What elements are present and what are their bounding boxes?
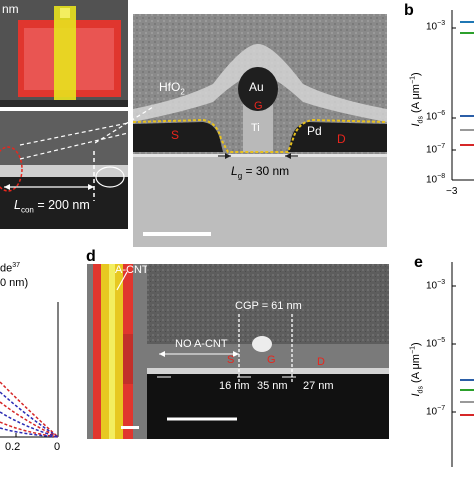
dim-35nm-label: 35 nm xyxy=(257,380,288,392)
panel-b-plot: 10−3 10−6 10−7 10−8 −3 Ids (A μm−1) xyxy=(400,0,474,200)
panel-c-legend-line1: de37 xyxy=(0,262,21,275)
panel-d-colored-inset: A-CNT xyxy=(87,264,147,439)
panel-c-plot: de37 0 nm) 0.2 0 xyxy=(0,262,70,474)
panel-c-curve-4 xyxy=(0,411,59,438)
panel-b-tick-4: 10−8 xyxy=(426,173,446,186)
inset-false-color-overlay xyxy=(0,0,128,107)
tem-cross-section-drawing xyxy=(133,14,387,247)
panel-c-curve-6 xyxy=(0,427,59,438)
lcon-label: Lcon = 200 nm xyxy=(14,198,90,215)
inset-scale-text: nm xyxy=(2,2,19,16)
panel-e-letter: e xyxy=(414,254,423,271)
panel-b-tick-2: 10−6 xyxy=(426,110,446,123)
panel-d-letter: d xyxy=(86,248,96,265)
panel-c-legend-line2: 0 nm) xyxy=(0,277,29,289)
pd-label: Pd xyxy=(307,124,322,138)
panel-e-tick-1: 10−3 xyxy=(426,279,446,292)
panel-d-gate-label: G xyxy=(267,354,276,366)
panel-c-x-tick-2: 0 xyxy=(54,441,61,453)
cgp-label: CGP = 61 nm xyxy=(235,300,302,312)
panel-b-ylabel: Ids (A μm−1) xyxy=(409,72,425,127)
panel-a-wide-sem-image: Lcon = 200 nm xyxy=(0,111,128,229)
lcon-value: = 200 nm xyxy=(33,198,90,212)
panel-c-curve-3 xyxy=(0,401,59,438)
panel-b-tick-1: 10−3 xyxy=(426,20,446,33)
panel-c-curve-5 xyxy=(0,421,59,438)
panel-e-plot: 10−3 10−5 10−7 Ids (A μm−1) xyxy=(400,262,474,474)
drain-d-label: D xyxy=(337,132,346,146)
gate-g-label: G xyxy=(254,100,263,112)
wide-sem-drawing xyxy=(0,111,128,229)
panel-d-source-label: S xyxy=(227,354,235,366)
source-s-label: S xyxy=(171,128,180,142)
lcon-subscript: con xyxy=(20,205,34,215)
panel-e-ylabel: Ids (A μm−1) xyxy=(409,342,425,397)
panel-e-tick-2: 10−5 xyxy=(426,337,446,350)
panel-b-tick-3: 10−7 xyxy=(426,143,446,156)
dim-27nm-label: 27 nm xyxy=(303,380,334,392)
panel-b-x-tick: −3 xyxy=(446,186,458,197)
lg-label: Lg = 30 nm xyxy=(231,164,290,181)
zoom-connector-lines xyxy=(95,106,154,144)
a-cnt-label: A-CNT xyxy=(115,264,147,276)
panel-e-tick-3: 10−7 xyxy=(426,405,446,418)
panel-a-inset-image: nm xyxy=(0,0,128,107)
dim-16nm-label: 16 nm xyxy=(219,380,250,392)
panel-b-letter: b xyxy=(404,2,414,19)
ti-label: Ti xyxy=(251,122,260,134)
panel-c-x-tick-1: 0.2 xyxy=(5,441,21,453)
panel-c-curve-2 xyxy=(0,391,59,438)
hfo2-label: HfO2 xyxy=(159,80,185,97)
panel-c-axes xyxy=(0,302,59,438)
panel-d-sem-image: CGP = 61 nm NO A-CNT S G D 16 nm 35 nm 2… xyxy=(147,264,389,439)
panel-d-sem-drawing xyxy=(147,264,389,439)
lcon-symbol: L xyxy=(14,198,21,212)
panel-d-drain-label: D xyxy=(317,356,325,368)
panel-a-main-tem-image: HfO2 Au G Ti S Pd D Lg = 30 nm xyxy=(133,14,387,247)
au-label: Au xyxy=(249,80,264,94)
panel-e-axes xyxy=(451,262,474,467)
panel-d-inset-drawing xyxy=(87,264,147,439)
panel-b-axes xyxy=(451,10,474,181)
no-a-cnt-label: NO A-CNT xyxy=(175,338,228,350)
panel-c-curve-1 xyxy=(0,381,59,438)
